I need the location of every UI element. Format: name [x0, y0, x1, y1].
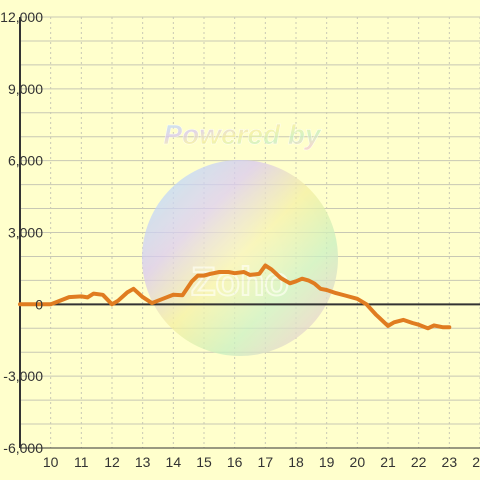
x-tick-label: 10: [43, 454, 59, 470]
y-tick-label: 9,000: [8, 81, 43, 97]
x-tick-label: 21: [380, 454, 396, 470]
series-line: [18, 263, 452, 331]
x-tick-label: 20: [350, 454, 366, 470]
x-tick-label: 14: [166, 454, 182, 470]
y-tick-label: -6,000: [3, 440, 43, 456]
x-tick-label: 12: [104, 454, 120, 470]
x-tick-label: 24: [472, 454, 480, 470]
x-tick-label: 17: [258, 454, 274, 470]
x-tick-label: 13: [135, 454, 151, 470]
x-tick-label: 16: [227, 454, 243, 470]
watermark: Powered by Zoho: [142, 119, 338, 356]
x-tick-label: 19: [319, 454, 335, 470]
watermark-text: Powered by: [163, 119, 322, 150]
y-tick-label: 0: [35, 296, 43, 312]
watermark-logo-gloss: [142, 160, 338, 356]
x-tick-label: 18: [288, 454, 304, 470]
x-tick-label: 22: [411, 454, 427, 470]
y-tick-label: 3,000: [8, 225, 43, 241]
x-tick-label: 11: [74, 454, 89, 470]
watermark-logo-text: Zoho: [191, 260, 289, 304]
x-tick-label: 23: [442, 454, 458, 470]
series-layer: [18, 263, 452, 331]
axes: [19, 17, 480, 449]
y-tick-label: 12,000: [0, 9, 43, 25]
x-tick-label: 15: [196, 454, 212, 470]
y-tick-label: -3,000: [3, 368, 43, 384]
y-tick-label: 6,000: [8, 153, 43, 169]
